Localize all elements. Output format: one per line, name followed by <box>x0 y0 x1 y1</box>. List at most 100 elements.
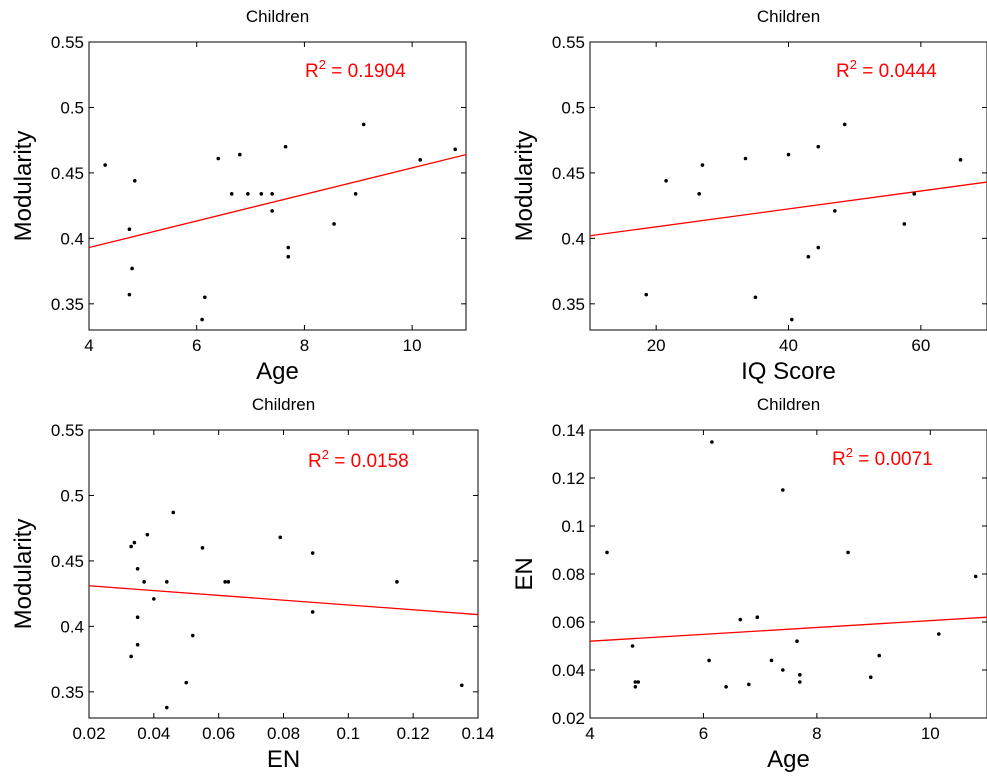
axes-frame <box>88 41 467 331</box>
data-point <box>310 610 315 614</box>
data-point <box>842 122 847 127</box>
axes-frame <box>88 429 479 719</box>
axes-frame <box>589 41 987 331</box>
data-point <box>868 675 873 679</box>
data-point <box>310 551 315 555</box>
data-point <box>936 632 941 636</box>
data-point <box>184 680 189 685</box>
x-tick-label: 8 <box>812 724 821 743</box>
data-point <box>202 295 207 300</box>
data-point <box>798 673 802 677</box>
r-squared-annotation: R2 = 0.0444 <box>836 57 937 82</box>
x-tick-label: 0.14 <box>461 724 494 743</box>
data-point <box>786 152 791 157</box>
x-axis-label: EN <box>267 746 300 773</box>
y-tick-label: 0.4 <box>60 617 84 636</box>
data-point <box>165 580 169 584</box>
chart-title: Children <box>246 7 309 26</box>
data-point <box>644 292 649 297</box>
x-tick-label: 0.04 <box>137 724 170 743</box>
chart-panel-3: 0.02 0.04 0.06 0.08 0.1 0.12 0.14 0.35 0.4 0.45 0.… <box>10 395 495 773</box>
data-point <box>286 245 291 250</box>
chart-panel-4: 4 6 8 10 0.02 0.04 0.06 0.08 0.1 0.12 0.14 Children… <box>511 395 987 773</box>
data-point <box>103 163 107 167</box>
data-point <box>633 680 638 684</box>
chart-title: Children <box>757 395 820 414</box>
data-point <box>697 192 701 196</box>
data-point <box>283 144 288 149</box>
y-tick-label: 0.55 <box>51 33 84 52</box>
data-point <box>877 653 882 658</box>
y-tick-label: 0.55 <box>51 421 84 440</box>
y-tick-label: 0.14 <box>552 421 585 440</box>
chart-panel-1: 4 6 8 10 0.35 0.4 0.45 0.5 0.55 Children Age Modula… <box>10 7 467 385</box>
data-point <box>973 574 978 579</box>
y-tick-label: 0.04 <box>552 661 585 680</box>
data-point <box>286 254 291 259</box>
chart-title: Children <box>757 7 820 26</box>
data-point <box>152 597 156 601</box>
x-tick-label: 6 <box>192 336 201 355</box>
data-point <box>229 192 234 196</box>
x-tick-label: 0.1 <box>337 724 361 743</box>
x-tick-label: 8 <box>300 336 309 355</box>
data-point <box>664 178 668 183</box>
data-point <box>132 540 137 545</box>
y-tick-label: 0.45 <box>51 164 84 183</box>
chart-panel-2: 20 40 60 0.35 0.4 0.45 0.5 0.55 Children IQ Score… <box>511 7 987 385</box>
chart-title: Children <box>252 395 315 414</box>
data-point <box>145 532 150 537</box>
y-tick-label: 0.4 <box>561 229 585 248</box>
axes-frame <box>589 429 987 719</box>
data-point <box>127 292 132 297</box>
data-point <box>747 682 751 687</box>
y-tick-label: 0.45 <box>51 552 84 571</box>
y-tick-label: 0.35 <box>51 295 84 314</box>
data-point <box>912 192 917 196</box>
data-point <box>798 680 802 684</box>
data-point <box>743 156 748 161</box>
x-tick-label: 0.12 <box>397 724 430 743</box>
x-tick-label: 20 <box>647 336 666 355</box>
data-point <box>395 580 399 584</box>
data-point <box>753 295 758 300</box>
data-point <box>459 683 464 688</box>
data-point <box>226 580 231 584</box>
regression-line <box>89 153 466 249</box>
r-squared-annotation: R2 = 0.0071 <box>832 445 933 470</box>
y-tick-label: 0.35 <box>51 683 84 702</box>
regression-line <box>590 181 987 237</box>
y-tick-label: 0.5 <box>60 98 84 117</box>
data-point <box>724 685 728 689</box>
data-point <box>816 245 821 250</box>
data-point <box>902 222 907 226</box>
data-point <box>700 163 705 167</box>
data-point <box>958 158 963 162</box>
data-point <box>190 633 195 638</box>
data-point <box>132 178 137 183</box>
data-point <box>165 705 169 710</box>
data-point <box>636 680 641 684</box>
data-point <box>127 227 132 231</box>
data-point <box>278 535 283 540</box>
r-squared-annotation: R2 = 0.0158 <box>308 447 409 472</box>
data-point <box>135 642 140 647</box>
x-tick-label: 0.08 <box>267 724 300 743</box>
y-axis-label: Modularity <box>10 519 37 630</box>
data-point <box>130 266 134 271</box>
data-point <box>142 580 146 584</box>
x-tick-label: 4 <box>84 336 93 355</box>
y-tick-label: 0.02 <box>552 709 585 728</box>
x-tick-label: 10 <box>403 336 422 355</box>
x-tick-label: 0.06 <box>202 724 235 743</box>
data-point <box>816 144 821 149</box>
regression-line <box>590 616 987 642</box>
y-tick-label: 0.55 <box>552 33 585 52</box>
data-point <box>769 658 774 663</box>
data-point <box>129 654 133 659</box>
x-tick-label: 0.02 <box>72 724 105 743</box>
data-point <box>781 668 785 672</box>
x-tick-label: 10 <box>921 724 940 743</box>
data-point <box>353 192 358 196</box>
